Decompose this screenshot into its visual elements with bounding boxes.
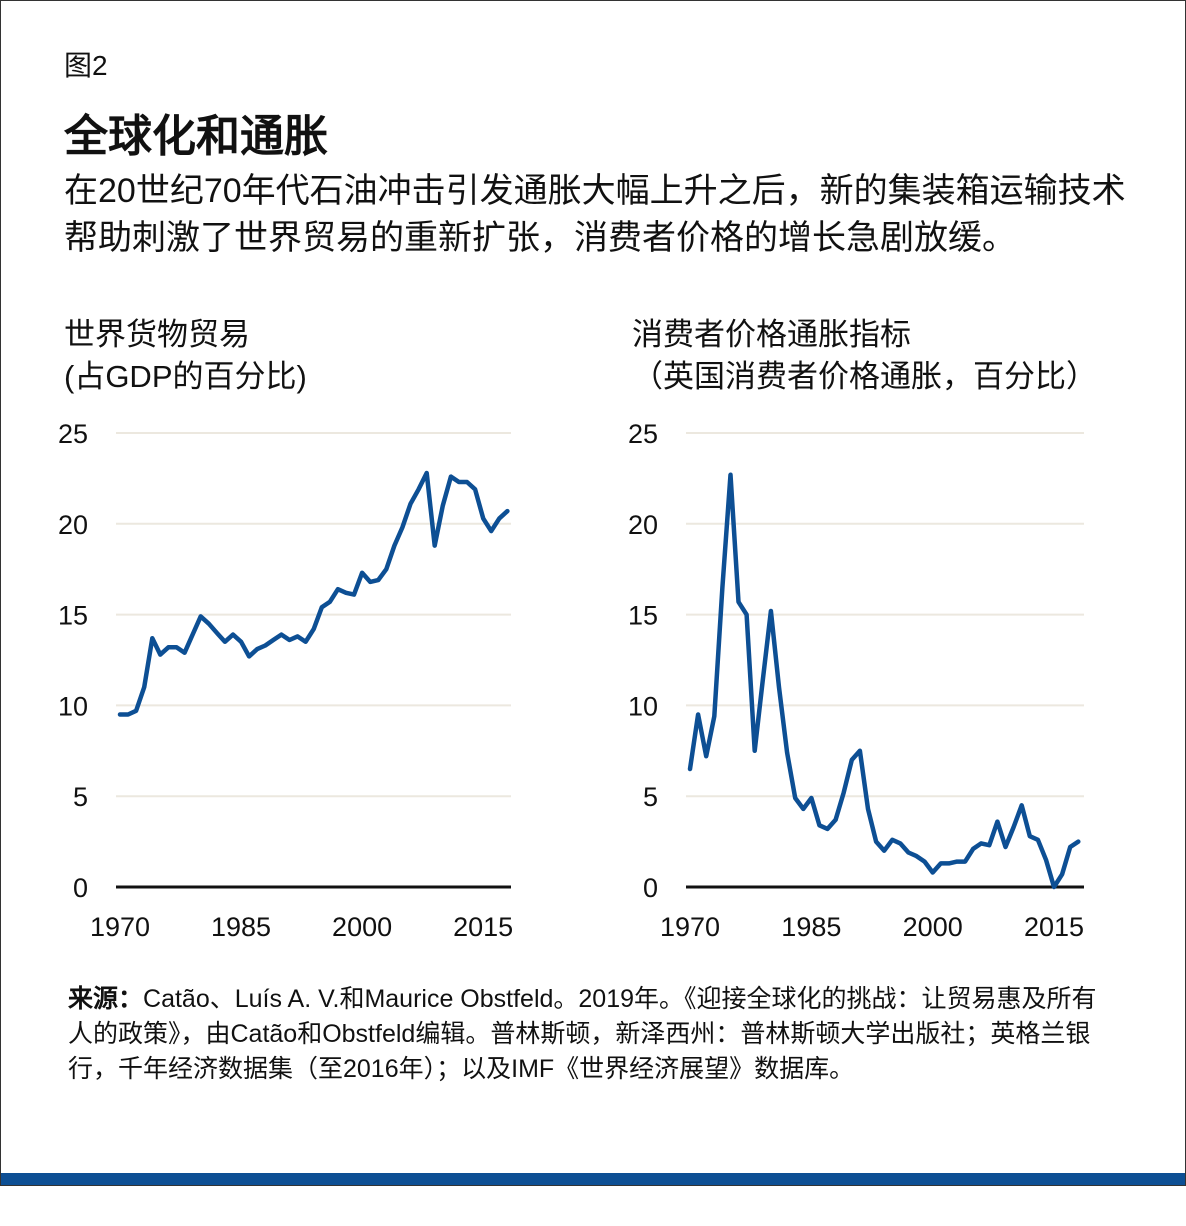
right-chart-title: 消费者价格通胀指标	[632, 317, 911, 352]
left-y-tick-label: 5	[73, 782, 88, 812]
left-x-tick-label: 2015	[453, 912, 513, 942]
source-note: 来源：Catão、Luís A. V.和Maurice Obstfeld。201…	[68, 982, 1118, 1087]
bottom-accent-bar	[1, 1173, 1185, 1185]
left-x-tick-label: 1970	[90, 912, 150, 942]
left-y-tick-label: 10	[58, 691, 88, 721]
right-y-tick-label: 10	[628, 691, 658, 721]
right-y-tick-label: 0	[643, 873, 658, 903]
left-x-tick-label: 1985	[211, 912, 271, 942]
figure-subtitle: 在20世纪70年代石油冲击引发通胀大幅上升之后，新的集装箱运输技术帮助刺激了世界…	[64, 172, 1126, 257]
right-y-tick-label: 15	[628, 601, 658, 631]
left-y-tick-label: 0	[73, 873, 88, 903]
right-x-tick-label: 1985	[781, 912, 841, 942]
right-y-tick-label: 20	[628, 510, 658, 540]
left-series-line	[117, 470, 510, 717]
left-x-tick-label: 2000	[332, 912, 392, 942]
left-y-tick-label: 15	[58, 601, 88, 631]
right-y-tick-label: 5	[643, 782, 658, 812]
right-series-line	[687, 472, 1081, 890]
right-x-tick-label: 1970	[660, 912, 720, 942]
right-x-tick-label: 2000	[903, 912, 963, 942]
left-chart-subtitle: (占GDP的百分比)	[64, 359, 307, 394]
left-y-tick-label: 25	[58, 419, 88, 449]
right-y-tick-label: 25	[628, 419, 658, 449]
figure-label: 图2	[64, 50, 108, 81]
right-x-tick-label: 2015	[1024, 912, 1084, 942]
source-label: 来源：	[68, 985, 144, 1013]
source-text: Catão、Luís A. V.和Maurice Obstfeld。2019年。…	[68, 985, 1097, 1083]
left-chart-title: 世界货物贸易	[64, 317, 250, 352]
right-chart-subtitle: （英国消费者价格通胀，百分比）	[632, 359, 1097, 394]
left-y-tick-label: 20	[58, 510, 88, 540]
figure-title: 全球化和通胀	[64, 112, 328, 161]
